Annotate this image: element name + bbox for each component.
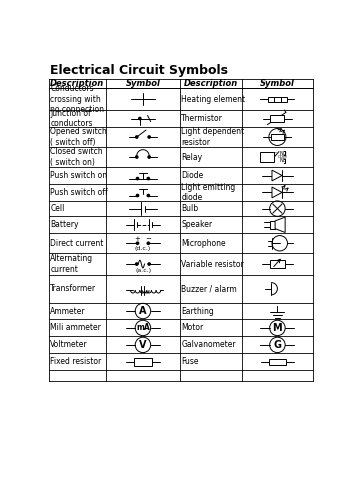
- Bar: [134, 358, 152, 366]
- Text: −: −: [145, 236, 151, 242]
- Text: Light dependent
resistor: Light dependent resistor: [181, 128, 244, 146]
- Text: Push switch off: Push switch off: [50, 188, 108, 197]
- Circle shape: [136, 178, 139, 180]
- Text: (d.c.): (d.c.): [135, 246, 151, 251]
- Text: Junction of
conductors: Junction of conductors: [50, 109, 93, 128]
- Text: Description: Description: [50, 80, 104, 88]
- Text: Opened switch
( switch off): Opened switch ( switch off): [50, 128, 107, 146]
- Text: NC: NC: [280, 158, 287, 164]
- Text: Relay: Relay: [181, 152, 202, 162]
- Text: G: G: [274, 340, 281, 350]
- Text: Motor: Motor: [181, 324, 204, 332]
- Bar: [261, 152, 274, 162]
- Text: Microphone: Microphone: [181, 239, 226, 248]
- Text: Push switch on: Push switch on: [50, 171, 107, 180]
- Circle shape: [136, 263, 138, 265]
- Text: Transformer: Transformer: [50, 284, 96, 293]
- Circle shape: [136, 242, 139, 244]
- Text: Fixed resistor: Fixed resistor: [50, 358, 102, 366]
- Text: Variable resistor: Variable resistor: [181, 260, 244, 268]
- Bar: [270, 221, 275, 228]
- Text: Ammeter: Ammeter: [50, 306, 86, 316]
- Polygon shape: [275, 217, 285, 232]
- Text: A: A: [139, 306, 147, 316]
- Text: _: _: [273, 148, 276, 154]
- Bar: [268, 96, 274, 102]
- Text: Electrical Circuit Symbols: Electrical Circuit Symbols: [50, 64, 228, 76]
- Text: COM: COM: [277, 155, 287, 159]
- Text: Buzzer / alarm: Buzzer / alarm: [181, 284, 237, 293]
- Text: Cell: Cell: [50, 204, 65, 213]
- Polygon shape: [272, 187, 282, 198]
- Circle shape: [147, 194, 150, 196]
- Circle shape: [147, 242, 150, 244]
- Text: mA: mA: [136, 324, 150, 332]
- Text: Alternating
current: Alternating current: [50, 254, 94, 274]
- Text: Thermistor: Thermistor: [181, 114, 223, 123]
- Text: Direct current: Direct current: [50, 239, 104, 248]
- Text: Closed switch
( switch on): Closed switch ( switch on): [50, 148, 103, 167]
- Text: NO: NO: [280, 150, 287, 156]
- Text: Symbol: Symbol: [260, 80, 295, 88]
- Text: Fuse: Fuse: [181, 358, 199, 366]
- Circle shape: [148, 156, 150, 158]
- Text: Conductors
crossing with
no connection: Conductors crossing with no connection: [50, 84, 104, 114]
- Bar: [270, 260, 285, 268]
- Text: Earthing: Earthing: [181, 306, 214, 316]
- Circle shape: [139, 118, 141, 120]
- Text: Symbol: Symbol: [126, 80, 160, 88]
- Bar: [271, 134, 283, 140]
- Circle shape: [147, 178, 150, 180]
- Bar: [269, 359, 286, 365]
- Text: Bulb: Bulb: [181, 204, 198, 213]
- Text: Mili ammeter: Mili ammeter: [50, 324, 101, 332]
- Text: Light emitting
diode: Light emitting diode: [181, 182, 235, 202]
- Text: Galvanometer: Galvanometer: [181, 340, 236, 349]
- Text: Description: Description: [184, 80, 238, 88]
- Polygon shape: [272, 170, 282, 181]
- Text: Diode: Diode: [181, 171, 204, 180]
- Text: Battery: Battery: [50, 220, 79, 230]
- Bar: [274, 96, 281, 102]
- Text: +: +: [134, 236, 140, 242]
- Text: Voltmeter: Voltmeter: [50, 340, 88, 349]
- Circle shape: [136, 194, 139, 196]
- Text: Heating element: Heating element: [181, 95, 245, 104]
- Circle shape: [148, 263, 150, 265]
- Text: (a.c.): (a.c.): [136, 268, 152, 272]
- Bar: [281, 96, 287, 102]
- Circle shape: [136, 156, 138, 158]
- Text: M: M: [273, 323, 282, 333]
- Text: Speaker: Speaker: [181, 220, 213, 230]
- Text: V: V: [139, 340, 147, 350]
- Circle shape: [148, 136, 150, 138]
- Bar: [270, 114, 285, 122]
- Circle shape: [136, 136, 138, 138]
